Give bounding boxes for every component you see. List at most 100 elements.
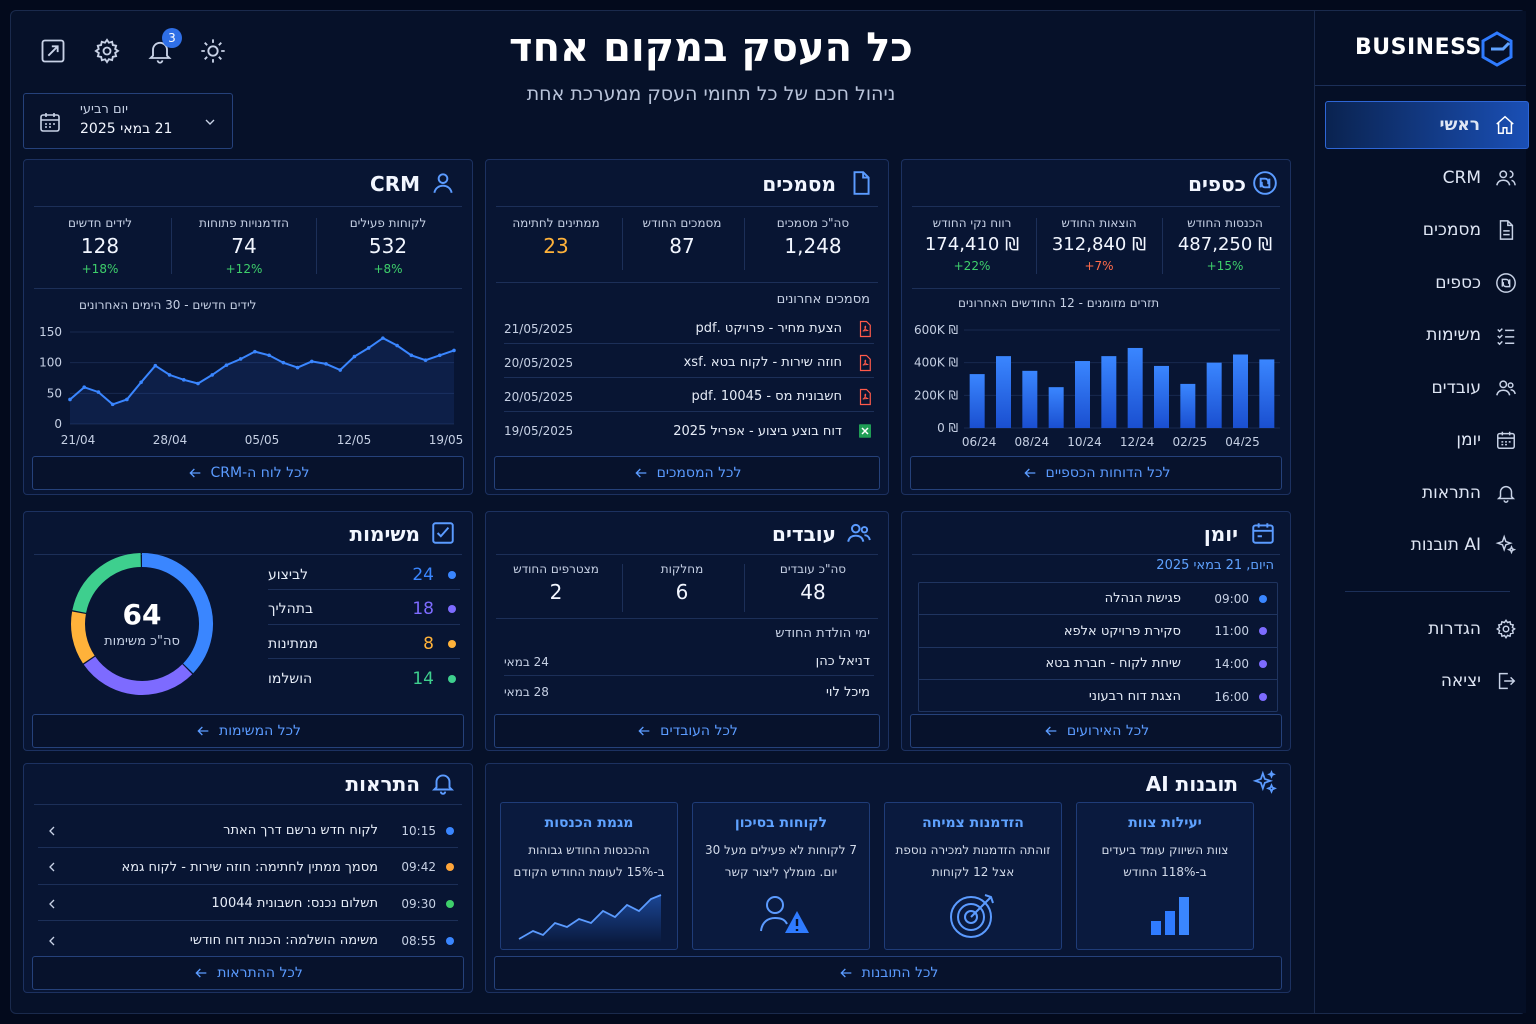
chevron-left-icon	[49, 936, 55, 945]
calendar-icon	[40, 113, 60, 132]
task-count: 18	[412, 599, 434, 619]
task-count: 8	[423, 633, 434, 654]
x-tick-label: 28/04	[153, 433, 188, 446]
sidebar-item-checklist[interactable]: משימות	[1325, 311, 1529, 359]
task-status-row[interactable]: 24 לביצוע	[268, 560, 460, 590]
trend-line-icon	[518, 894, 662, 943]
alert-dot	[446, 899, 454, 908]
x-tick-label: 10/24	[1067, 435, 1102, 446]
event-dot	[1259, 659, 1267, 668]
employees-stat-total: סה"כ עובדים 48	[779, 562, 847, 604]
alerts-title: התראות	[345, 772, 420, 796]
finance-link-button[interactable]: לכל הדוחות הכספיים	[910, 456, 1282, 490]
leads-point	[167, 373, 172, 377]
crm-title: CRM	[370, 172, 420, 196]
ai-title: תובנות AI	[1145, 772, 1238, 796]
date-picker[interactable]: יום רביעי 21 במאי 2025	[23, 93, 233, 149]
event-title: פגישת הנהלה	[1104, 591, 1181, 606]
sidebar-item-logout[interactable]: יציאה	[1325, 657, 1529, 705]
page-subtitle: ניהול חכם של כל תחומי העסק ממערכת אחת	[526, 83, 896, 105]
x-tick-label: 04/25	[1225, 435, 1260, 446]
ai-card-growth-opportunity[interactable]: הזדמנות צמיחה זוהתה הזדמנות למכירה נוספת…	[884, 802, 1062, 950]
doc-row[interactable]: 21/05/2025 הצעת מחיר - פרויקט .pdf	[504, 314, 874, 344]
doc-row[interactable]: 19/05/2025 דוח בוצע ביצוע - אפריל 2025	[504, 416, 874, 446]
calendar-link-button[interactable]: לכל האירועים	[910, 714, 1282, 748]
alert-row[interactable]: 09:30 תשלום נכנס: חשבונית 10044	[38, 887, 458, 921]
alert-time: 09:30	[401, 896, 436, 911]
sidebar-item-home[interactable]: ראשי	[1325, 101, 1529, 149]
y-tick-label: 200K ₪	[914, 388, 958, 402]
sidebar-item-document[interactable]: מסמכים	[1325, 206, 1529, 254]
event-row[interactable]: 11:00 סקירת פרויקט אלפא	[919, 616, 1277, 648]
event-dot	[1259, 627, 1267, 635]
alert-row[interactable]: 10:15 לקוח חדש נרשם דרך האתר	[38, 814, 458, 848]
crm-chart-title: לידים חדשים - 30 הימים האחרונים	[79, 298, 257, 312]
expand-icon[interactable]	[39, 37, 67, 65]
finance-stat-expenses: הוצאות החודש 312,840 ₪ +7%	[1051, 216, 1147, 273]
event-dot	[1259, 692, 1267, 701]
employees-stat-new: מצטרפים החודש 2	[513, 562, 599, 604]
doc-date: 19/05/2025	[504, 424, 574, 438]
arrow-left-icon	[1045, 726, 1057, 736]
cashflow-bar	[996, 356, 1011, 428]
sidebar-item-shekel[interactable]: כספים	[1325, 259, 1529, 307]
ai-card-at-risk-customers[interactable]: לקוחות בסיכון 7 לקוחות לא פעילים מעל 30 …	[692, 802, 870, 950]
task-status-row[interactable]: 18 בתהליך	[268, 595, 460, 625]
doc-row[interactable]: 20/05/2025 חוזה שירות - לקוח בטא .xsf	[504, 348, 874, 378]
alert-text: תשלום נכנס: חשבונית 10044	[211, 896, 378, 911]
crm-link-button[interactable]: לכל לוח ה-CRM	[32, 456, 464, 490]
event-time: 09:00	[1214, 591, 1249, 606]
task-status-row[interactable]: 8 ממתינות	[268, 629, 460, 659]
target-icon	[950, 894, 994, 938]
sidebar-item-bell[interactable]: התראות	[1325, 469, 1529, 517]
birthdays-title: ימי הולדת החודש	[775, 626, 870, 641]
alert-row[interactable]: 09:42 מסמך ממתין לחתימה: חוזה שירות - לקו…	[38, 851, 458, 885]
leads-point	[253, 349, 257, 354]
birthday-row[interactable]: 28 במאי מיכל לוי	[504, 678, 874, 706]
sparkle-icon	[1495, 534, 1517, 555]
ai-card-team-efficiency[interactable]: יעילות צוות צוות השיווק עומד ביעדים ב-11…	[1076, 802, 1254, 950]
birthday-row[interactable]: 24 במאי דניאל כהן	[504, 648, 874, 676]
doc-row[interactable]: 20/05/2025 חשבונית מס - 10045 .pdf	[504, 382, 874, 412]
calendar-today: היום, 21 במאי 2025	[1156, 558, 1274, 573]
gear-icon	[1496, 618, 1516, 640]
team-icon	[847, 523, 871, 542]
cashflow-bar	[1206, 362, 1222, 428]
arrow-left-icon	[188, 468, 200, 478]
alerts-link-button[interactable]: לכל ההתראות	[32, 956, 464, 990]
sidebar-item-team[interactable]: עובדים	[1325, 364, 1529, 412]
cashflow-bar	[1233, 354, 1248, 428]
tasks-link-button[interactable]: לכל המשימות	[32, 714, 464, 748]
birthday-date: 24 במאי	[504, 654, 549, 669]
leads-point	[381, 336, 385, 340]
sidebar-item-label: תובנות AI	[1410, 535, 1481, 555]
alert-row[interactable]: 08:55 משימה הושלמה: הכנות דוח חודשי	[38, 924, 458, 958]
sun-icon[interactable]	[199, 37, 227, 65]
gear-icon[interactable]	[93, 37, 121, 65]
leads-point	[352, 354, 357, 359]
ai-card-revenue-trend[interactable]: מגמת הכנסות ההכנסות החודש גבוהות ב-15% ל…	[500, 802, 678, 950]
alert-text: משימה הושלמה: הכנות דוח חודשי	[189, 933, 378, 948]
crm-panel: CRM לקוחות פעילים 532 +8% הזדמנויות פתוחות…	[23, 159, 473, 495]
alert-time: 10:15	[401, 823, 436, 838]
event-row[interactable]: 14:00 שיחת לקוח - חברת בטא	[919, 648, 1277, 680]
leads-point	[423, 358, 428, 363]
excel-file-icon	[859, 424, 871, 438]
sidebar-item-sparkle[interactable]: תובנות AI	[1325, 521, 1529, 569]
event-row[interactable]: 16:00 הצגת דוח רבעוני	[919, 681, 1277, 713]
sidebar-item-calendar[interactable]: יומן	[1325, 416, 1529, 464]
x-tick-label: 12/24	[1120, 435, 1155, 446]
ai-link-button[interactable]: לכל התובנות	[494, 956, 1282, 990]
notification-badge: 3	[162, 28, 182, 48]
sidebar-item-label: ראשי	[1439, 115, 1480, 135]
event-dot	[1259, 594, 1267, 603]
event-row[interactable]: 09:00 פגישת הנהלה	[919, 583, 1277, 615]
users-icon	[1496, 169, 1516, 186]
leads-point	[110, 402, 115, 407]
docs-link-button[interactable]: לכל המסמכים	[494, 456, 880, 490]
sidebar-item-users[interactable]: CRM	[1325, 154, 1529, 202]
employees-link-button[interactable]: לכל העובדים	[494, 714, 880, 748]
task-status-row[interactable]: 14 הושלמו	[268, 664, 460, 694]
sidebar-item-gear[interactable]: הגדרות	[1325, 605, 1529, 653]
doc-name: הצעת מחיר - פרויקט .pdf	[695, 321, 842, 336]
